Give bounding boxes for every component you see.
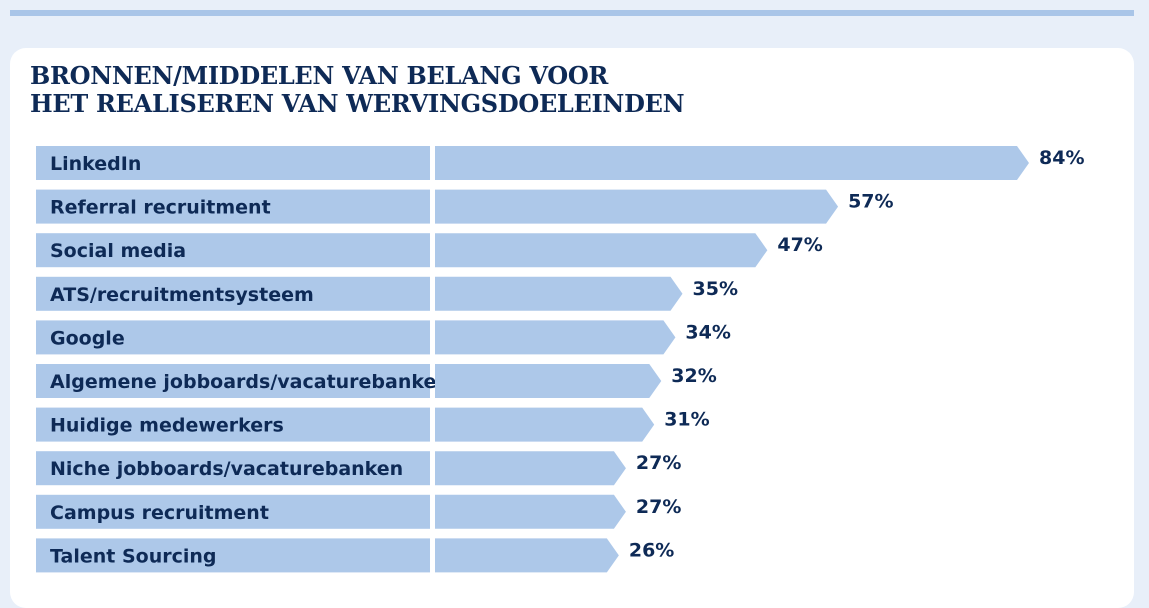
bar-row: ATS/recruitmentsysteem 35%	[36, 276, 738, 311]
category-label-box	[36, 320, 430, 355]
category-label-box	[36, 407, 430, 442]
category-label: Algemene jobboards/vacaturebanken	[50, 371, 450, 393]
category-label: Google	[50, 327, 125, 349]
chart-title-line-2: HET REALISEREN VAN WERVINGSDOELEINDEN	[30, 89, 685, 118]
category-label: Huidige medewerkers	[50, 415, 284, 437]
category-label: Talent Sourcing	[50, 545, 217, 567]
value-label: 57%	[848, 191, 893, 213]
bar-row: Algemene jobboards/vacaturebanken 32%	[36, 364, 717, 398]
bar	[435, 233, 768, 268]
bar	[435, 364, 662, 398]
category-label: ATS/recruitmentsysteem	[50, 284, 314, 306]
category-label: Niche jobboards/vacaturebanken	[50, 458, 403, 480]
value-label: 35%	[693, 278, 738, 300]
bar	[435, 451, 626, 486]
bar	[435, 276, 683, 311]
bar-row: Talent Sourcing 26%	[36, 538, 674, 573]
bar	[435, 538, 619, 573]
category-label-box	[36, 451, 430, 486]
value-label: 27%	[636, 496, 681, 518]
category-label-box	[36, 276, 430, 311]
category-label-box	[36, 538, 430, 573]
bar	[435, 320, 676, 355]
bar-row: Referral recruitment 57%	[36, 189, 894, 224]
category-label: Social media	[50, 240, 186, 262]
value-label: 34%	[685, 321, 730, 343]
value-label: 84%	[1039, 147, 1084, 169]
category-label-box	[36, 364, 430, 398]
value-label: 27%	[636, 452, 681, 474]
category-label: LinkedIn	[50, 153, 141, 175]
category-label: Campus recruitment	[50, 502, 269, 524]
bar	[435, 146, 1029, 180]
bar	[435, 494, 626, 529]
bar-row: Google 34%	[36, 320, 731, 355]
bar-row: Niche jobboards/vacaturebanken 27%	[36, 451, 681, 486]
bar-row: LinkedIn 84%	[36, 146, 1084, 180]
category-label-box	[36, 233, 430, 268]
value-label: 31%	[664, 409, 709, 431]
top-rule	[10, 10, 1134, 16]
category-label-box	[36, 189, 430, 224]
bar-row: Huidige medewerkers 31%	[36, 407, 710, 442]
value-label: 47%	[777, 234, 822, 256]
chart-title: BRONNEN/MIDDELEN VAN BELANG VOOR HET REA…	[30, 61, 685, 118]
bar-row: Social media 47%	[36, 233, 823, 268]
bar-row: Campus recruitment 27%	[36, 494, 681, 529]
bar	[435, 407, 655, 442]
value-label: 32%	[671, 365, 716, 387]
category-label-box	[36, 494, 430, 529]
category-label: Referral recruitment	[50, 197, 271, 219]
value-label: 26%	[629, 539, 674, 561]
chart-title-line-1: BRONNEN/MIDDELEN VAN BELANG VOOR	[30, 61, 609, 90]
category-label-box	[36, 146, 430, 180]
bar	[435, 189, 839, 224]
